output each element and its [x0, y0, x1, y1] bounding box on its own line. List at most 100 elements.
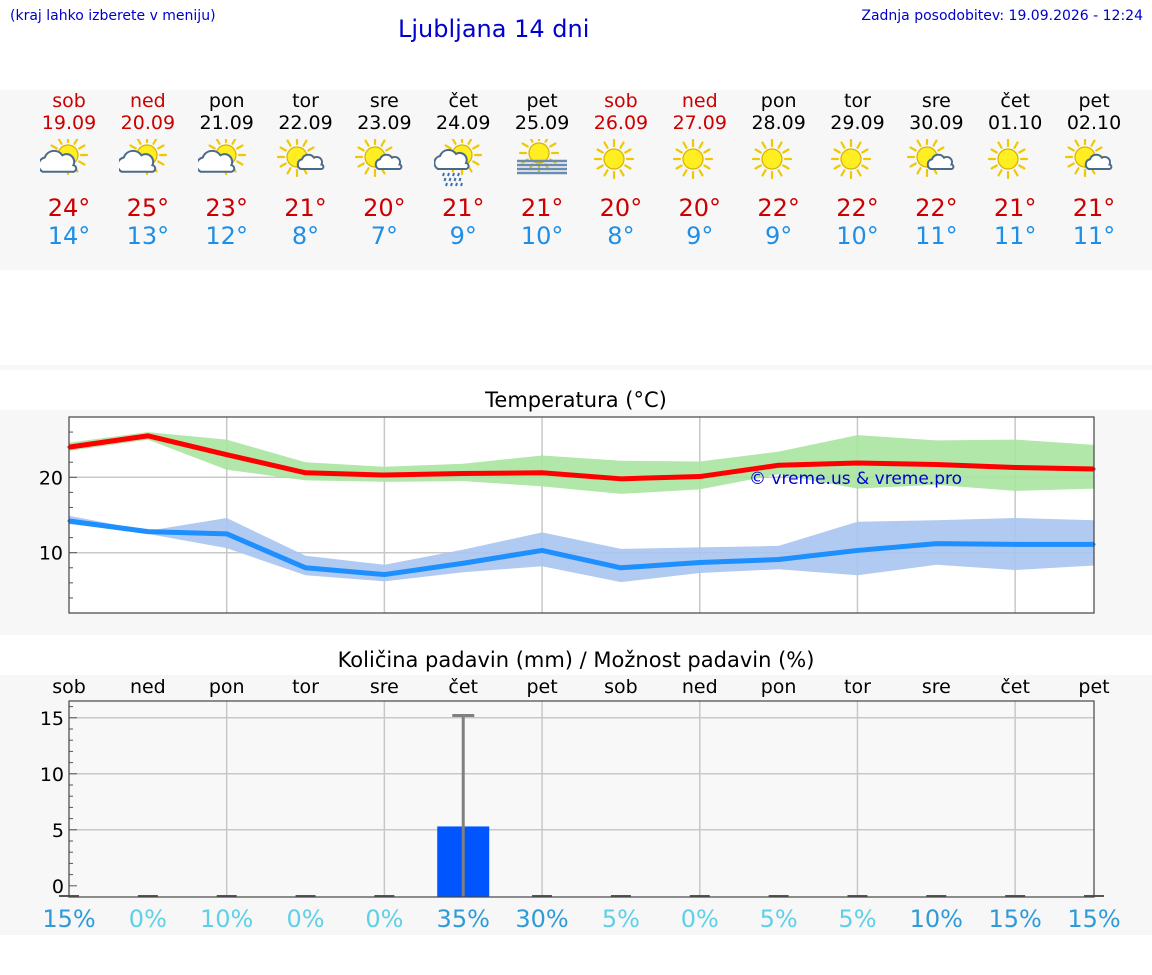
day-label: ned — [682, 676, 718, 698]
temperature-chart-title: Temperatura (°C) — [485, 388, 667, 412]
min-temperature: 9° — [765, 222, 793, 250]
day-label: sob — [604, 676, 638, 698]
min-temperature: 8° — [291, 222, 320, 250]
min-temperature: 9° — [686, 222, 714, 250]
forecast-day: ned 27.09 20° 9° — [660, 90, 739, 250]
sun-small-cloud-icon — [907, 139, 955, 178]
y-tick-label: 15 — [40, 708, 64, 730]
day-label: tor — [844, 676, 871, 698]
day-label: čet — [448, 676, 478, 698]
min-temperature-point — [382, 573, 386, 577]
day-date: 27.09 — [672, 112, 727, 134]
day-label: čet — [1000, 676, 1030, 698]
partly-cloudy-icon — [118, 139, 167, 176]
forecast-band — [0, 90, 1152, 270]
max-temperature: 21° — [441, 194, 485, 222]
day-name: sob — [52, 90, 86, 112]
min-temperature: 14° — [47, 222, 91, 250]
min-temperature: 11° — [915, 222, 958, 250]
day-name: čet — [1000, 90, 1030, 112]
forecast-day: pet 25.09 21° 10° — [503, 90, 582, 250]
sun-fog-icon — [517, 139, 568, 175]
min-temperature: 9° — [449, 222, 477, 250]
min-temperature-point — [934, 542, 938, 546]
day-name: čet — [448, 90, 479, 112]
min-temperature-point — [461, 561, 465, 565]
day-label: sre — [922, 676, 951, 698]
max-temperature: 22° — [836, 194, 879, 222]
day-name: sre — [369, 90, 399, 112]
day-label: ned — [130, 676, 166, 698]
min-temperature-point — [777, 557, 781, 561]
precipitation-chance-label: 0% — [365, 905, 403, 933]
min-temperature-point — [855, 548, 859, 552]
min-temperature: 12° — [205, 222, 248, 250]
precipitation-chance-label: 15% — [42, 905, 95, 933]
day-name: tor — [292, 90, 319, 112]
y-tick-label: 10 — [40, 764, 64, 786]
precipitation-plot-frame — [68, 700, 1095, 898]
min-temperature-point — [1013, 542, 1017, 546]
day-label: sre — [370, 676, 399, 698]
sun-icon — [751, 139, 792, 180]
day-date: 20.09 — [120, 112, 176, 134]
min-temperature: 11° — [993, 222, 1037, 250]
max-temperature: 21° — [520, 194, 564, 222]
day-date: 21.09 — [199, 112, 254, 134]
max-temperature-band — [69, 432, 1094, 494]
day-date: 26.09 — [593, 112, 649, 134]
day-date: 24.09 — [436, 112, 491, 134]
last-updated: Zadnja posodobitev: 19.09.2026 - 12:24 — [861, 8, 1143, 24]
precipitation-chance-label: 35% — [437, 905, 490, 933]
max-temperature-line — [68, 433, 1095, 482]
forecast-strip: sob 19.09 24° 14° ned 20.09 25° 13° pon 21.09 23° 1… — [0, 90, 1152, 270]
max-temperature: 23° — [205, 194, 248, 222]
location-note: (kraj lahko izberete v meniju) — [10, 8, 216, 24]
day-name: sob — [604, 90, 638, 112]
max-temperature-point — [540, 471, 544, 475]
max-temperature: 20° — [599, 194, 643, 222]
temperature-plot-frame — [68, 416, 1095, 614]
day-date: 28.09 — [751, 112, 806, 134]
max-temperature-point — [382, 473, 386, 477]
max-temperature-point — [777, 463, 781, 467]
precipitation-chance-label: 0% — [286, 905, 324, 933]
precipitation-chart: sob ned pon tor sre čet pet sob ned pon tor sre čet p… — [40, 676, 1121, 933]
precipitation-chart-title: Količina padavin (mm) / Možnost padavin … — [337, 648, 815, 672]
forecast-day: pon 28.09 22° 9° — [739, 90, 818, 250]
sun-rain-icon — [434, 139, 483, 187]
partly-cloudy-icon — [40, 139, 89, 176]
forecast-day: čet 01.10 21° 11° — [976, 90, 1055, 250]
precipitation-chance-label: 0% — [681, 905, 719, 933]
min-temperature: 7° — [370, 222, 399, 250]
day-label: pon — [209, 676, 245, 698]
day-name: pon — [208, 90, 245, 112]
min-temperature-point — [225, 532, 229, 536]
max-temperature-point — [225, 453, 229, 457]
precipitation-chance-label: 30% — [515, 905, 568, 933]
day-date: 01.10 — [987, 112, 1043, 134]
day-date: 25.09 — [514, 112, 570, 134]
sun-icon — [830, 139, 871, 180]
min-temperature-point — [619, 566, 623, 570]
precipitation-plot-area — [69, 701, 1094, 897]
forecast-day: tor 29.09 22° 10° — [818, 90, 897, 250]
day-date: 19.09 — [41, 112, 97, 134]
day-label: tor — [292, 676, 319, 698]
day-label: pet — [526, 676, 557, 698]
max-temperature-point — [619, 477, 623, 481]
day-label: sob — [52, 676, 86, 698]
sun-small-cloud-icon — [276, 139, 324, 178]
max-temperature: 24° — [47, 194, 91, 222]
sun-small-cloud-icon — [355, 139, 403, 178]
max-temperature: 22° — [915, 194, 958, 222]
min-temperature-point — [540, 548, 544, 552]
temperature-chart: 10 20 © vreme.us & vreme.pro — [39, 416, 1096, 614]
precipitation-chance-label: 10% — [910, 905, 963, 933]
sun-small-cloud-icon — [1065, 139, 1113, 178]
separator-band — [0, 365, 1152, 370]
day-name: ned — [681, 90, 718, 112]
max-temperature-point — [855, 461, 859, 465]
page-title: Ljubljana 14 dni — [398, 15, 590, 43]
day-date: 29.09 — [830, 112, 885, 134]
